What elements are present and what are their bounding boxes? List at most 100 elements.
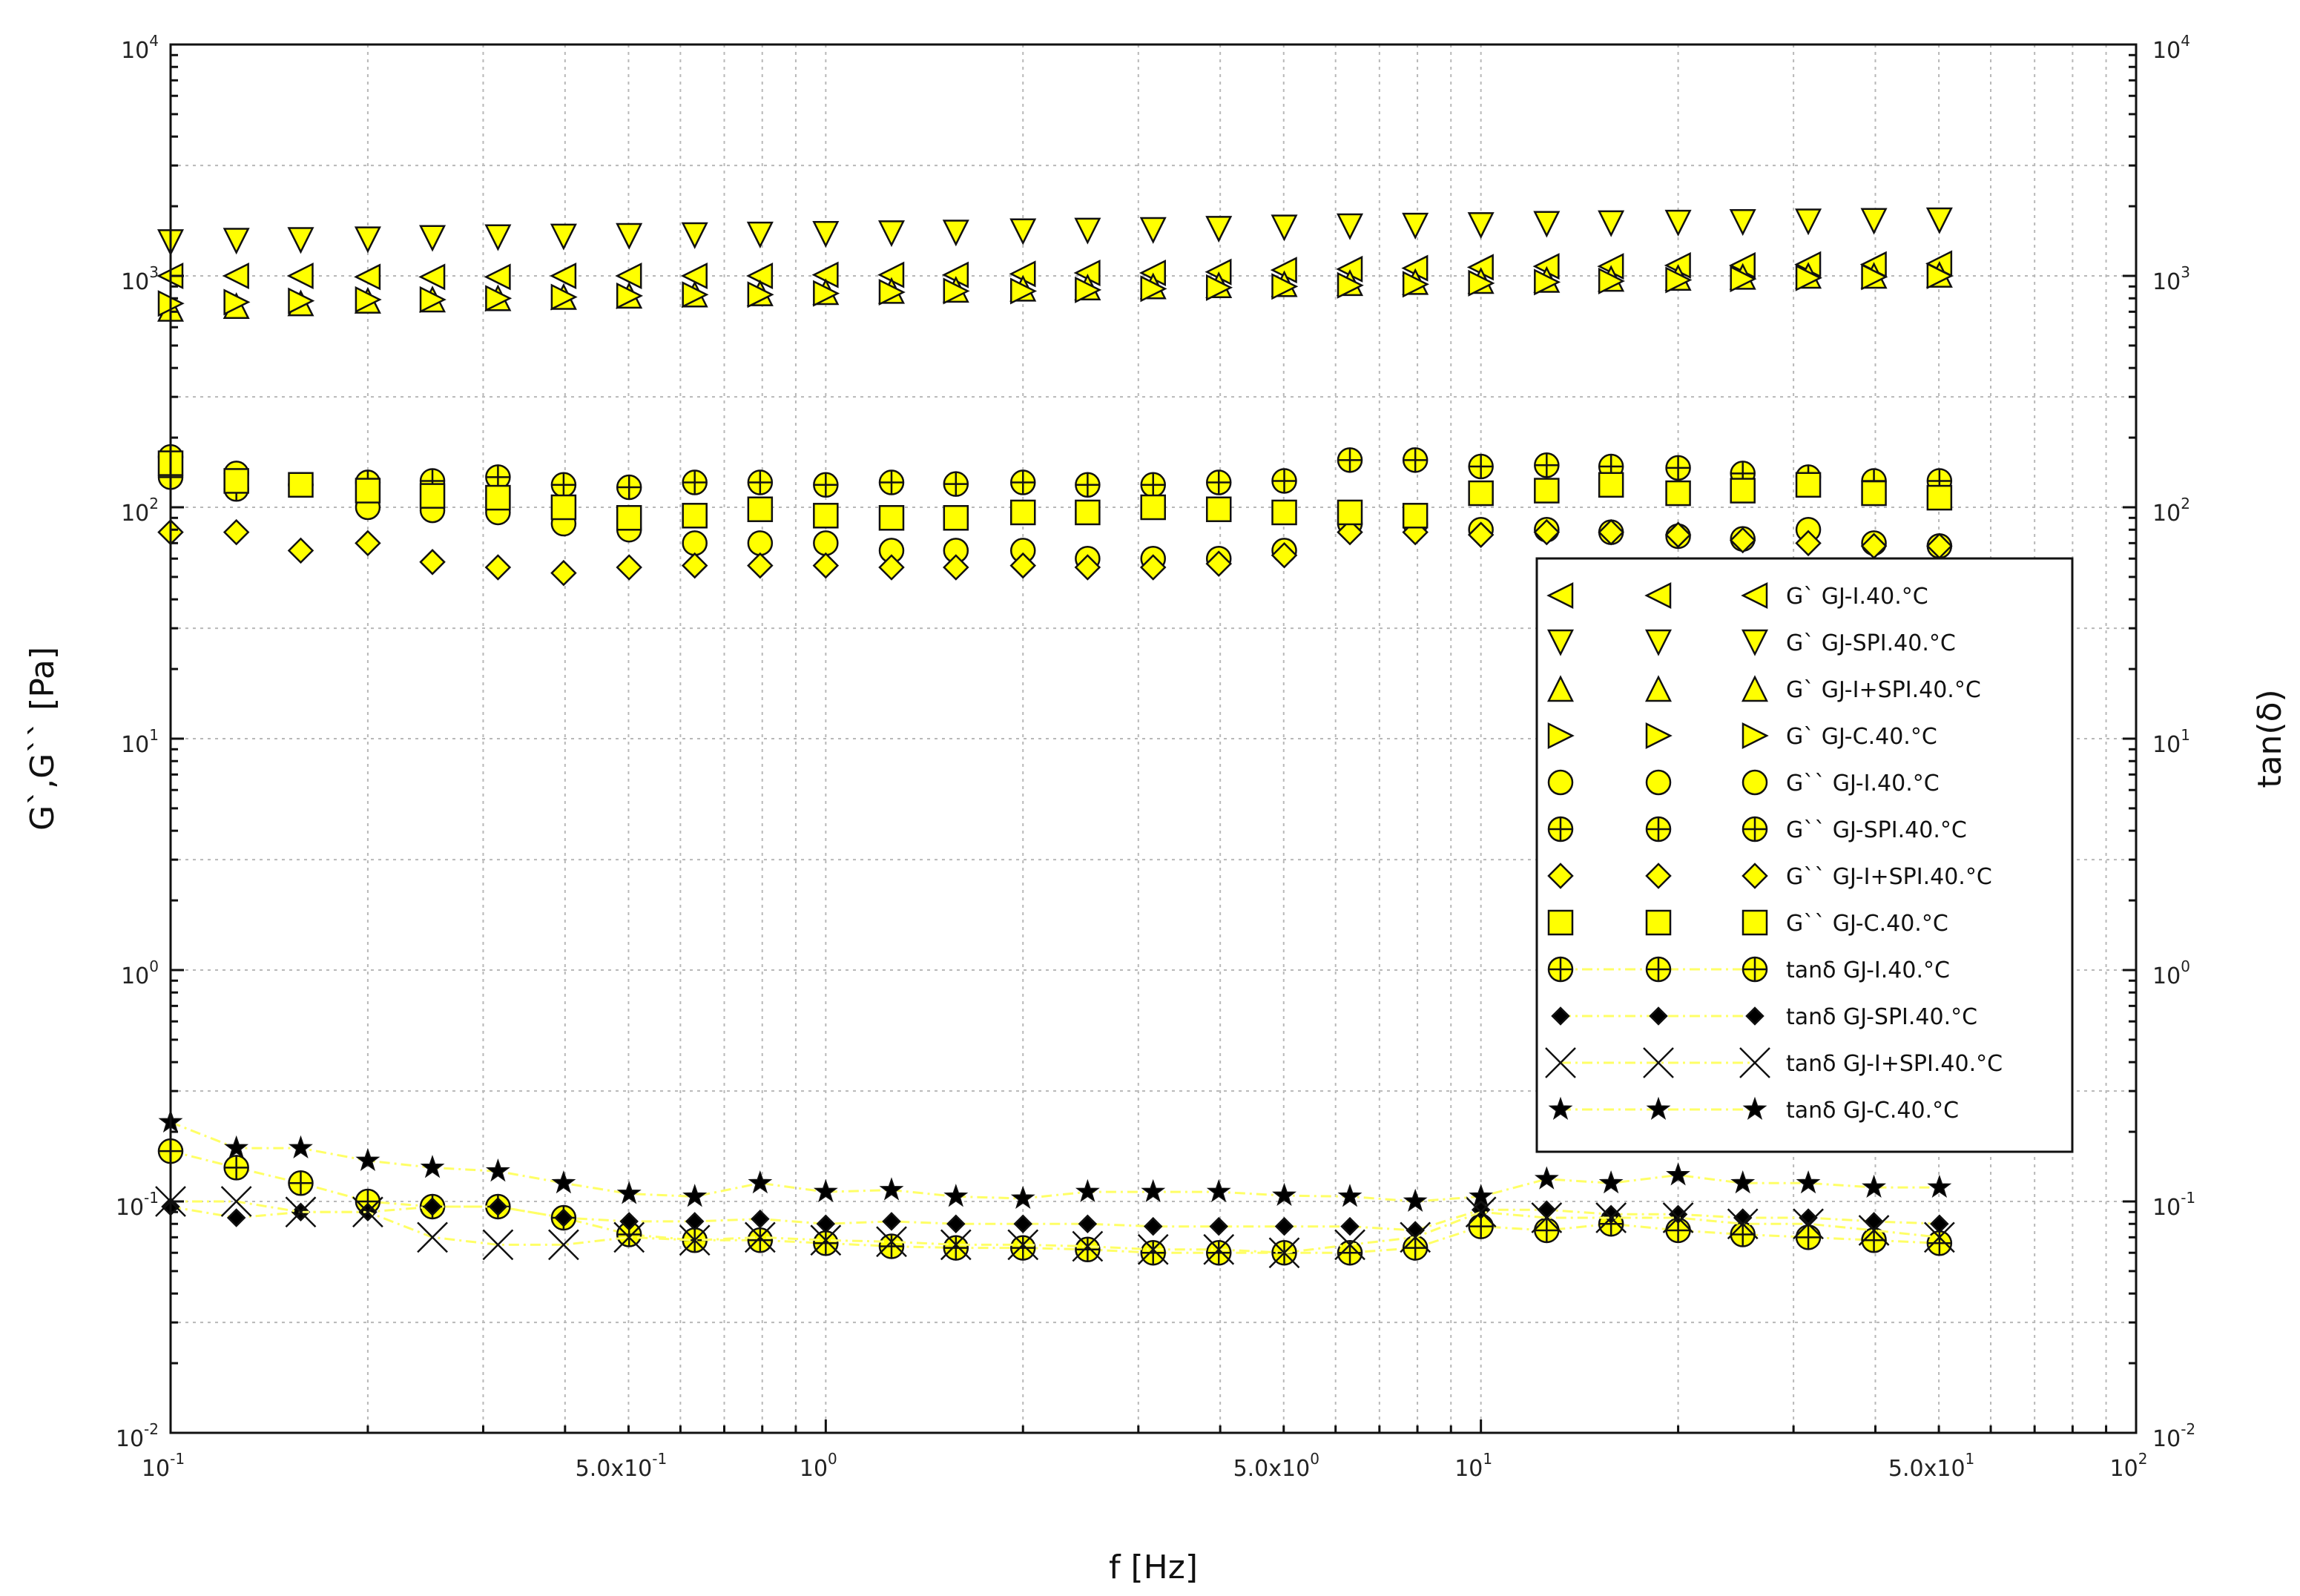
data-point — [1205, 1239, 1232, 1266]
data-point — [1468, 269, 1495, 297]
data-point — [1795, 1224, 1822, 1250]
legend-marker — [1649, 1006, 1668, 1026]
data-point — [616, 554, 642, 581]
y2-tick-label: 102 — [2152, 495, 2190, 527]
legend-marker — [1742, 863, 1768, 889]
data-point — [1337, 1184, 1362, 1207]
data-point — [1139, 217, 1167, 244]
data-point — [484, 263, 511, 291]
series-7 — [157, 450, 1953, 531]
data-point — [288, 1170, 314, 1196]
data-point — [946, 1214, 966, 1234]
legend-marker — [1644, 629, 1673, 656]
data-point — [1337, 271, 1364, 299]
legend-marker — [1742, 956, 1768, 983]
legend-entry: G` GJ-SPI.40.°C — [1546, 629, 1956, 656]
data-point — [616, 1181, 642, 1204]
x-tick-label: 101 — [1454, 1450, 1492, 1482]
legend-marker — [1742, 909, 1768, 936]
data-point — [1860, 208, 1888, 235]
data-point — [1664, 521, 1692, 548]
data-point — [747, 1227, 774, 1253]
series-line — [171, 1200, 1940, 1254]
legend-marker — [1646, 1096, 1671, 1120]
data-point — [1795, 530, 1822, 557]
data-point — [816, 1214, 836, 1234]
data-point — [285, 1196, 317, 1228]
data-point — [423, 1197, 442, 1216]
legend-marker — [1547, 956, 1574, 983]
data-point — [616, 505, 642, 531]
legend-entry: G` GJ-I.40.°C — [1546, 581, 1928, 610]
data-point — [1598, 518, 1624, 546]
data-point — [550, 472, 577, 498]
legend-label: G` GJ-I+SPI.40.°C — [1786, 677, 1981, 703]
axes-ticks — [169, 43, 2138, 1434]
data-point — [876, 1226, 907, 1258]
data-point — [1205, 469, 1232, 495]
legend-marker — [1645, 816, 1672, 842]
data-point — [1598, 472, 1624, 498]
data-point — [419, 549, 446, 576]
legend-marker — [1551, 1006, 1570, 1026]
data-point — [1666, 1162, 1690, 1186]
data-point — [751, 1209, 770, 1229]
data-point — [484, 224, 512, 251]
data-point — [1074, 217, 1101, 245]
data-point — [287, 537, 314, 564]
data-point — [681, 222, 708, 249]
x-tick-label: 5.0x100 — [1233, 1450, 1319, 1482]
data-point — [616, 222, 643, 250]
data-point — [1861, 480, 1887, 507]
data-point — [1665, 455, 1691, 481]
data-point — [1274, 1216, 1294, 1236]
data-point — [352, 1196, 383, 1228]
data-point — [747, 281, 774, 309]
data-point — [1009, 499, 1036, 526]
data-point — [485, 285, 513, 312]
data-point — [810, 1224, 842, 1256]
data-point — [1598, 267, 1625, 294]
data-point — [747, 552, 774, 579]
data-point — [878, 1233, 905, 1259]
legend-entry: G`` GJ-I.40.°C — [1547, 769, 1940, 797]
data-point — [1402, 212, 1429, 240]
series-1 — [156, 207, 1953, 257]
data-point — [1271, 468, 1297, 494]
data-point — [878, 278, 906, 306]
data-point — [1531, 1202, 1563, 1233]
data-point — [355, 1147, 380, 1172]
legend-marker — [1547, 863, 1574, 889]
data-point — [679, 1224, 711, 1256]
data-point — [1140, 472, 1166, 498]
legend-marker — [1645, 722, 1673, 750]
data-point — [877, 220, 906, 248]
data-point — [943, 505, 969, 531]
data-point — [616, 474, 642, 501]
legend-entry: tanδ GJ-I+SPI.40.°C — [1545, 1047, 2003, 1078]
data-point — [1009, 469, 1036, 495]
legend-marker — [1644, 675, 1673, 702]
data-point — [1402, 271, 1429, 298]
data-point — [1140, 494, 1166, 521]
legend-entry: tanδ GJ-C.40.°C — [1548, 1096, 1959, 1124]
data-point — [879, 1177, 904, 1201]
legend-marker — [1741, 675, 1769, 702]
data-point — [1534, 452, 1560, 478]
data-point — [420, 1155, 445, 1178]
x-tick-label: 100 — [800, 1450, 837, 1482]
data-point — [942, 220, 969, 247]
data-point — [554, 1208, 573, 1227]
data-point — [224, 1135, 249, 1159]
data-point — [226, 1208, 246, 1227]
data-point — [550, 559, 577, 587]
legend-label: tanδ GJ-C.40.°C — [1786, 1098, 1959, 1124]
y-tick-label: 100 — [121, 957, 159, 989]
data-point — [1209, 1216, 1228, 1236]
data-point — [1861, 1227, 1887, 1253]
legend-label: tanδ GJ-I.40.°C — [1786, 957, 1950, 983]
legend-entry: G` GJ-I+SPI.40.°C — [1546, 675, 1981, 703]
data-point — [1337, 447, 1363, 473]
data-point — [1729, 527, 1756, 554]
series-10 — [155, 1186, 1955, 1269]
